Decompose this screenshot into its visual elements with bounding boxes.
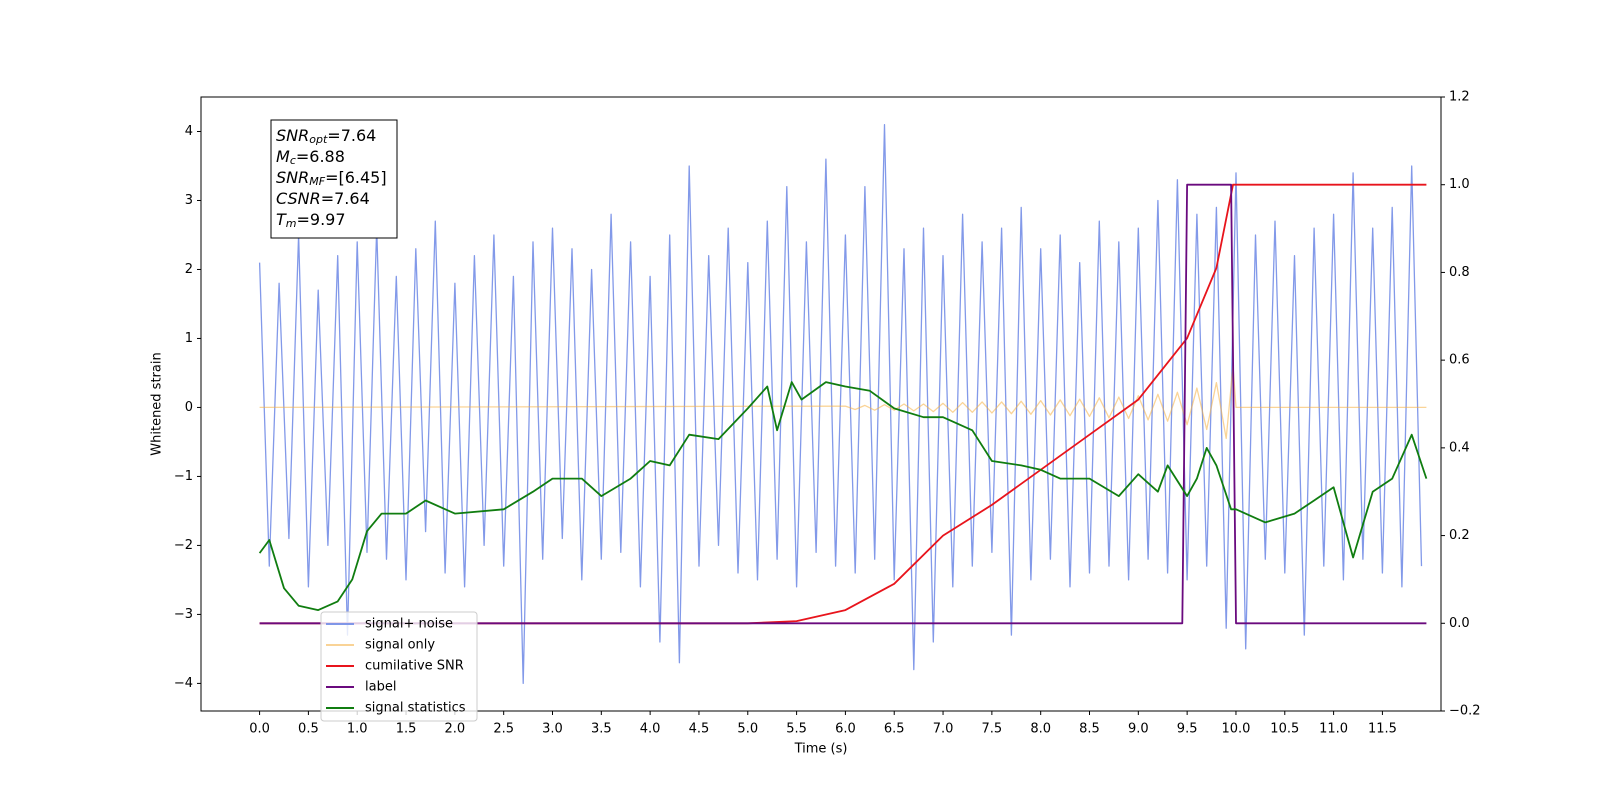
y2-tick-label: 0.0: [1449, 616, 1470, 631]
x-tick-label: 5.5: [786, 722, 807, 737]
series-line: [259, 183, 1427, 625]
annotation-text: Tm=9.97: [276, 210, 346, 231]
plot-lines: [258, 123, 1428, 685]
annotation-text: SNRopt=7.64: [276, 126, 376, 147]
annotation-sub: c: [290, 154, 296, 167]
series-line: [258, 123, 1423, 685]
y-tick-label: 2: [185, 262, 193, 277]
annotation-box: SNRopt=7.64Mc=6.88SNRMF=[6.45]CSNR=7.64T…: [270, 119, 398, 239]
series-line: [259, 183, 1427, 625]
annotation-rest: =9.97: [297, 210, 346, 229]
x-tick-label: 10.5: [1270, 722, 1299, 737]
x-tick-label: 0.0: [249, 722, 270, 737]
y-tick-label: 3: [185, 193, 193, 208]
y-tick-label: 0: [185, 400, 193, 415]
annotation-rest: =7.64: [321, 189, 370, 208]
x-tick-label: 11.0: [1319, 722, 1348, 737]
x-tick-label: 1.5: [396, 722, 417, 737]
x-tick-label: 4.5: [689, 722, 710, 737]
x-axis-label: Time (s): [794, 742, 848, 757]
x-tick-label: 5.0: [737, 722, 758, 737]
legend-label: signal only: [365, 638, 435, 653]
x-tick-label: 7.0: [933, 722, 954, 737]
annotation-text: SNRMF=[6.45]: [276, 168, 387, 189]
y2-tick-label: 0.2: [1449, 528, 1470, 543]
y-tick-label: −1: [174, 469, 193, 484]
y-tick-label: 4: [185, 124, 193, 139]
annotation-rest: =7.64: [327, 126, 376, 145]
legend-label: label: [365, 680, 396, 695]
legend-label: signal statistics: [365, 701, 466, 716]
annotation-sub: opt: [309, 133, 328, 146]
annotation-main: M: [276, 147, 290, 166]
y-tick-label: −3: [174, 607, 193, 622]
legend: signal+ noise signal only cumilative SNR la…: [320, 611, 478, 722]
x-tick-label: 9.0: [1128, 722, 1149, 737]
plot-frame: [200, 96, 1442, 712]
x-tick-label: 9.5: [1177, 722, 1198, 737]
x-tick-label: 3.5: [591, 722, 612, 737]
y-tick-label: −2: [174, 538, 193, 553]
y2-tick-label: 0.6: [1449, 353, 1470, 368]
y2-tick-label: 0.4: [1449, 440, 1470, 455]
x-tick-label: 2.5: [493, 722, 514, 737]
y2-tick-label: 1.2: [1449, 90, 1470, 105]
x-tick-label: 8.5: [1079, 722, 1100, 737]
x-tick-label: 6.5: [884, 722, 905, 737]
annotation-main: T: [276, 210, 287, 229]
legend-label: signal+ noise: [365, 617, 453, 632]
y-tick-label: 1: [185, 331, 193, 346]
y2-tick-label: −0.2: [1449, 704, 1481, 719]
series-line: [259, 365, 1427, 440]
annotation-main: CSNR: [276, 189, 321, 208]
x-tick-label: 0.5: [298, 722, 319, 737]
annotation-text: Mc=6.88: [276, 147, 345, 168]
annotation-rest: =6.88: [296, 147, 345, 166]
x-tick-label: 10.0: [1221, 722, 1250, 737]
y2-tick-label: 0.8: [1449, 265, 1470, 280]
y2-tick-label: 1.0: [1449, 177, 1470, 192]
annotation-sub: MF: [309, 175, 325, 188]
x-tick-label: 2.0: [445, 722, 466, 737]
series-line: [258, 381, 1428, 611]
x-tick-label: 4.0: [640, 722, 661, 737]
annotation-frame: [270, 119, 398, 239]
x-tick-label: 7.5: [982, 722, 1003, 737]
y-tick-label: −4: [174, 676, 193, 691]
annotation-sub: m: [286, 217, 297, 230]
annotation-text: CSNR=7.64: [276, 189, 370, 208]
annotation-main: SNR: [276, 126, 309, 145]
x-tick-label: 8.0: [1030, 722, 1051, 737]
x-tick-label: 6.0: [835, 722, 856, 737]
annotation-rest: =[6.45]: [325, 168, 387, 187]
x-tick-label: 1.0: [347, 722, 368, 737]
y-axis-label: Whitened strain: [150, 352, 165, 455]
x-tick-label: 11.5: [1368, 722, 1397, 737]
legend-frame: [320, 611, 478, 722]
x-tick-label: 3.0: [542, 722, 563, 737]
legend-label: cumilative SNR: [365, 659, 464, 674]
annotation-main: SNR: [276, 168, 309, 187]
